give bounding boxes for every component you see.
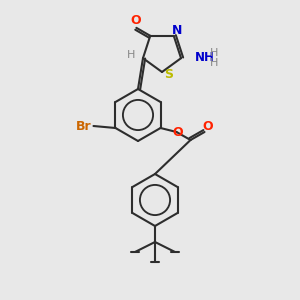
Text: N: N xyxy=(172,24,182,37)
Text: O: O xyxy=(202,121,213,134)
Text: H: H xyxy=(210,48,218,58)
Text: S: S xyxy=(164,68,173,80)
Text: NH: NH xyxy=(195,51,215,64)
Text: O: O xyxy=(172,127,183,140)
Text: H: H xyxy=(210,58,218,68)
Text: Br: Br xyxy=(76,119,92,133)
Text: O: O xyxy=(130,14,141,27)
Text: H: H xyxy=(127,50,135,60)
